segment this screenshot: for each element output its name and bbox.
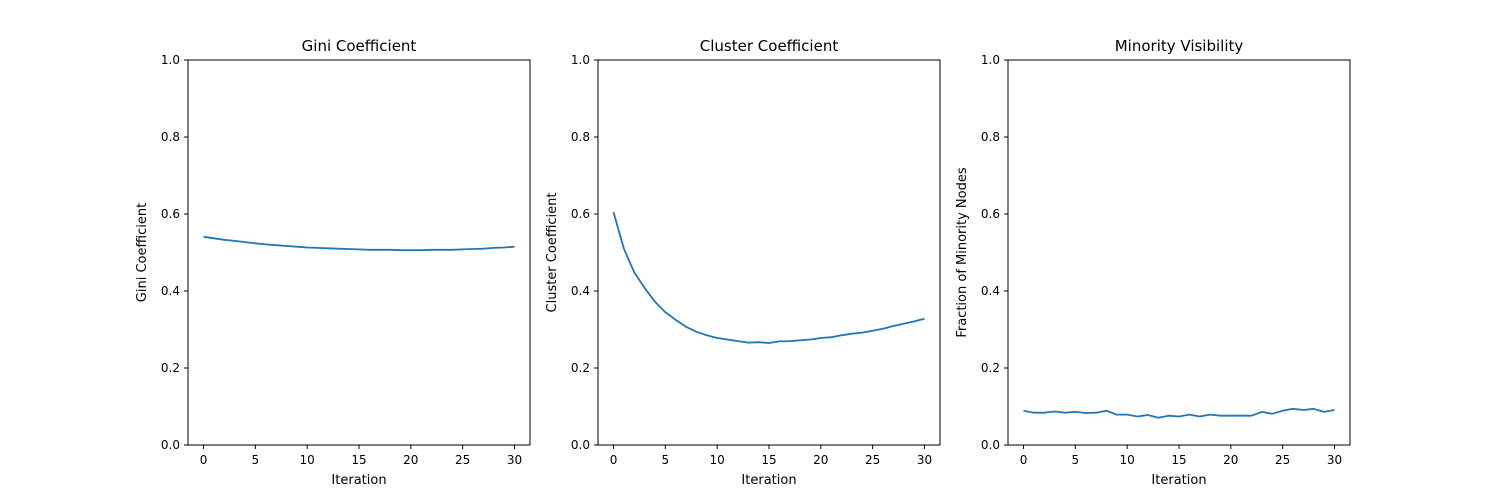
x-axis-label: Iteration [331,473,386,488]
panel-minority-visibility: Minority Visibility Iteration Fraction o… [955,37,1351,488]
plot-frame [597,59,941,446]
y-tick-label: 0.0 [571,438,590,452]
x-tick-label: 0 [610,453,618,467]
y-tick-label: 0.0 [161,438,180,452]
x-tick-label: 15 [351,453,366,467]
y-tick-label: 0.8 [161,130,180,144]
y-tick-label: 0.6 [571,207,590,221]
x-tick-label: 20 [403,453,418,467]
y-tick-label: 0.4 [981,284,1000,298]
y-tick-label: 0.2 [161,361,180,375]
y-tick-label: 0.2 [981,361,1000,375]
x-tick-label: 20 [813,453,828,467]
x-axis-label: Iteration [1151,473,1206,488]
x-tick-label: 25 [865,453,880,467]
y-axis-label: Cluster Coefficient [545,193,560,313]
x-ticks: 0 5 10 15 20 25 30 [610,445,932,467]
y-axis-label: Fraction of Minority Nodes [955,167,970,338]
x-tick-label: 5 [1072,453,1080,467]
x-tick-label: 5 [662,453,670,467]
y-tick-label: 0.2 [571,361,590,375]
x-tick-label: 30 [507,453,522,467]
x-tick-label: 30 [917,453,932,467]
x-tick-label: 30 [1327,453,1342,467]
y-tick-label: 0.4 [571,284,590,298]
y-axis-label: Gini Coefficient [135,203,150,302]
x-tick-label: 15 [1171,453,1186,467]
y-tick-label: 1.0 [981,53,1000,67]
y-ticks: 0.0 0.2 0.4 0.6 0.8 1.0 [981,53,1008,452]
series-line [203,235,515,252]
chart-title: Gini Coefficient [302,37,417,55]
x-tick-label: 10 [300,453,315,467]
plot-frame [1007,59,1351,446]
x-tick-label: 5 [252,453,260,467]
series-line [1023,407,1335,419]
y-tick-label: 1.0 [571,53,590,67]
plot-frame [187,59,531,446]
x-tick-label: 25 [1275,453,1290,467]
x-tick-label: 10 [1120,453,1135,467]
y-ticks: 0.0 0.2 0.4 0.6 0.8 1.0 [571,53,598,452]
y-tick-label: 1.0 [161,53,180,67]
panel-gini-coefficient: Gini Coefficient Iteration Gini Coeffici… [135,37,531,488]
x-tick-label: 15 [761,453,776,467]
chart-title: Cluster Coefficient [700,37,839,55]
x-tick-label: 20 [1223,453,1238,467]
y-ticks: 0.0 0.2 0.4 0.6 0.8 1.0 [161,53,188,452]
x-tick-label: 0 [1020,453,1028,467]
x-ticks: 0 5 10 15 20 25 30 [1020,445,1342,467]
y-tick-label: 0.4 [161,284,180,298]
x-axis-label: Iteration [741,473,796,488]
x-ticks: 0 5 10 15 20 25 30 [200,445,522,467]
y-tick-label: 0.6 [161,207,180,221]
y-tick-label: 0.0 [981,438,1000,452]
y-tick-label: 0.6 [981,207,1000,221]
series-line [612,211,925,344]
x-tick-label: 0 [200,453,208,467]
panel-cluster-coefficient: Cluster Coefficient Iteration Cluster Co… [545,37,941,488]
y-tick-label: 0.8 [571,130,590,144]
y-tick-label: 0.8 [981,130,1000,144]
chart-title: Minority Visibility [1115,37,1244,55]
x-tick-label: 25 [455,453,470,467]
x-tick-label: 10 [710,453,725,467]
